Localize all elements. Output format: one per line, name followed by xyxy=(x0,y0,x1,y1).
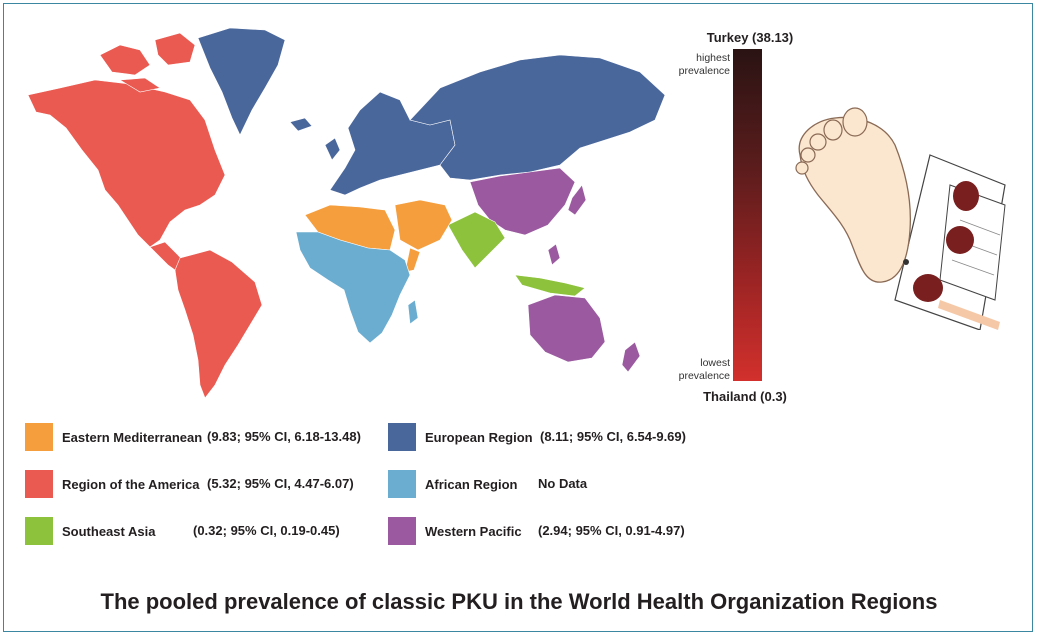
legend-value: (0.32; 95% CI, 0.19-0.45) xyxy=(193,523,340,538)
baby-foot xyxy=(795,107,911,283)
region-european xyxy=(197,27,666,196)
legend-label: European Region xyxy=(425,429,533,445)
south-america xyxy=(174,249,263,399)
legend-swatch-western-pacific xyxy=(388,517,416,545)
legend-label: Western Pacific xyxy=(425,523,522,539)
legend-western-pacific: Western Pacific (2.94; 95% CI, 0.91-4.97… xyxy=(388,517,685,545)
prevalence-color-scale xyxy=(733,49,762,381)
madagascar xyxy=(407,299,419,325)
legend-african: African Region No Data xyxy=(388,470,587,498)
legend-label: Eastern Mediterranean xyxy=(62,429,203,445)
scale-high-note: highest prevalence xyxy=(678,52,730,77)
australia xyxy=(527,294,606,363)
legend-swatch-eastern-mediterranean xyxy=(25,423,53,451)
somalia xyxy=(404,247,421,273)
newborn-heel-blood-card-illustration xyxy=(795,107,1006,330)
region-african xyxy=(295,231,419,344)
legend-value: (8.11; 95% CI, 6.54-9.69) xyxy=(540,429,686,444)
blood-spots xyxy=(913,181,979,302)
region-western-pacific xyxy=(469,167,641,373)
sub-saharan-africa xyxy=(295,231,411,344)
scale-low-note: lowest prevalence xyxy=(678,357,730,382)
legend-americas: Region of the America (5.32; 95% CI, 4.4… xyxy=(25,470,354,498)
north-america xyxy=(27,79,226,248)
new-zealand xyxy=(621,341,641,373)
legend-european: European Region (8.11; 95% CI, 6.54-9.69… xyxy=(388,423,686,451)
philippines xyxy=(547,243,561,266)
arctic-islands xyxy=(99,32,196,93)
india xyxy=(447,211,506,269)
japan xyxy=(567,184,587,216)
legend-swatch-americas xyxy=(25,470,53,498)
figure-border xyxy=(3,3,1033,632)
world-map xyxy=(27,27,666,399)
figure-caption: The pooled prevalence of classic PKU in … xyxy=(100,589,938,614)
legend-value: (2.94; 95% CI, 0.91-4.97) xyxy=(538,523,685,538)
legend-value: (9.83; 95% CI, 6.18-13.48) xyxy=(207,429,361,444)
british-isles xyxy=(324,137,341,161)
legend-eastern-mediterranean: Eastern Mediterranean (9.83; 95% CI, 6.1… xyxy=(25,423,361,451)
legend-label: Southeast Asia xyxy=(62,523,156,539)
legend-southeast-asia: Southeast Asia (0.32; 95% CI, 0.19-0.45) xyxy=(25,517,340,545)
legend-label: Region of the America xyxy=(62,476,200,492)
middle-east xyxy=(394,199,453,251)
legend-label: African Region xyxy=(425,476,518,492)
indonesia xyxy=(514,274,586,297)
legend-swatch-european xyxy=(388,423,416,451)
region-americas xyxy=(27,32,263,399)
legend-swatch-african xyxy=(388,470,416,498)
scale-max-label: Turkey (38.13) xyxy=(706,30,794,45)
region-southeast-asia xyxy=(447,211,586,297)
legend-swatch-southeast-asia xyxy=(25,517,53,545)
legend-value: (5.32; 95% CI, 4.47-6.07) xyxy=(207,476,354,491)
greenland xyxy=(197,27,286,136)
legend-value: No Data xyxy=(538,476,588,491)
iceland xyxy=(289,117,313,132)
scale-min-label: Thailand (0.3) xyxy=(703,389,787,404)
russia-central-asia xyxy=(409,54,666,181)
china-mongolia xyxy=(469,167,576,236)
